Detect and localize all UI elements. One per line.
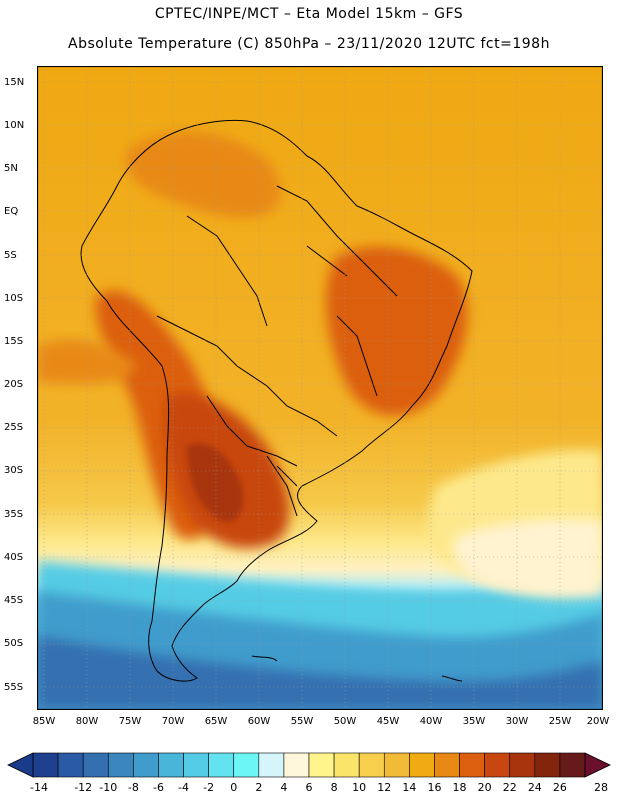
lon-label-55w: 55W — [290, 716, 314, 727]
colorbar-cell — [233, 752, 260, 778]
colorbar — [7, 752, 611, 778]
colorbar-label: -10 — [99, 781, 118, 794]
colorbar-cell — [308, 752, 335, 778]
colorbar-cell — [32, 752, 59, 778]
colorbar-max-arrow — [584, 752, 611, 778]
colorbar-label: -4 — [178, 781, 190, 794]
colorbar-cell — [383, 752, 410, 778]
colorbar-label: -8 — [127, 781, 139, 794]
cold-zone-deep-blue — [37, 636, 603, 710]
colorbar-cell — [534, 752, 561, 778]
lon-label-75w: 75W — [118, 716, 142, 727]
map-frame — [36, 65, 604, 711]
lat-label-10n: 10N — [4, 120, 25, 131]
colorbar-label: -14 — [30, 781, 48, 794]
colorbar-label: 10 — [352, 781, 367, 794]
pale-cream-zone — [453, 519, 603, 598]
lon-label-80w: 80W — [75, 716, 99, 727]
colorbar-label: 4 — [280, 781, 288, 794]
lat-label-55s: 55S — [4, 682, 24, 693]
lon-label-85w: 85W — [32, 716, 56, 727]
colorbar-label: 18 — [452, 781, 467, 794]
colorbar-label: 22 — [502, 781, 517, 794]
colorbar-cell — [82, 752, 109, 778]
colorbar-cell — [107, 752, 134, 778]
colorbar-cell — [57, 752, 84, 778]
lat-label-10s: 10S — [4, 293, 24, 304]
colorbar-cell — [434, 752, 460, 778]
hot-core — [187, 443, 244, 522]
temperature-map — [36, 65, 604, 711]
coastlines — [80, 119, 473, 682]
colorbar-label: 20 — [477, 781, 492, 794]
colorbar-label: 8 — [330, 781, 338, 794]
lat-label-45s: 45S — [4, 595, 24, 606]
lon-label-40w: 40W — [419, 716, 443, 727]
map-title-variable: Absolute Temperature (C) 850hPa – 23/11/… — [68, 36, 550, 52]
warm-pacific-tongue — [37, 339, 137, 384]
lat-label-40s: 40S — [4, 552, 24, 563]
lat-label-20s: 20S — [4, 379, 24, 390]
lat-lon-grid — [37, 66, 603, 710]
lat-label-30s: 30S — [4, 465, 24, 476]
colorbar-label: 28 — [594, 781, 608, 794]
hot-zone-brazil — [326, 246, 468, 416]
lon-label-65w: 65W — [204, 716, 228, 727]
lon-label-70w: 70W — [161, 716, 185, 727]
hot-zone-north — [125, 131, 281, 218]
colorbar-cell — [459, 752, 485, 778]
colorbar-cell — [158, 752, 184, 778]
lat-label-35s: 35S — [4, 509, 24, 520]
lat-label-5n: 5N — [4, 163, 18, 174]
colorbar-cell — [358, 752, 385, 778]
temperature-map-svg — [36, 65, 604, 711]
colorbar-cell — [333, 752, 360, 778]
lon-label-25w: 25W — [548, 716, 572, 727]
colorbar-label: 12 — [377, 781, 392, 794]
map-title-source: CPTEC/INPE/MCT – Eta Model 15km – GFS — [154, 6, 464, 22]
colorbar-cell — [183, 752, 209, 778]
lat-label-15n: 15N — [4, 77, 25, 88]
colorbar-label: -2 — [203, 781, 215, 794]
colorbar-label: 16 — [427, 781, 442, 794]
colorbar-min-arrow — [7, 752, 34, 778]
colorbar-label: -6 — [152, 781, 164, 794]
lon-label-60w: 60W — [247, 716, 271, 727]
colorbar-label: 14 — [402, 781, 417, 794]
lat-label-5s: 5S — [4, 250, 17, 261]
lat-label-15s: 15S — [4, 336, 24, 347]
lon-label-20w: 20W — [586, 716, 610, 727]
colorbar-cell — [208, 752, 235, 778]
lat-label-eq: EQ — [4, 206, 19, 217]
colorbar-cell — [559, 752, 586, 778]
colorbar-cell — [409, 752, 435, 778]
colorbar-cell — [283, 752, 310, 778]
lat-label-50s: 50S — [4, 638, 24, 649]
lon-label-30w: 30W — [505, 716, 529, 727]
colorbar-cell — [133, 752, 159, 778]
colorbar-label: 6 — [305, 781, 313, 794]
colorbar-label: 2 — [255, 781, 263, 794]
lon-label-45w: 45W — [376, 716, 400, 727]
colorbar-label: 24 — [527, 781, 542, 794]
colorbar-label: 0 — [230, 781, 238, 794]
colorbar-cell — [258, 752, 285, 778]
lat-label-25s: 25S — [4, 422, 24, 433]
colorbar-label: -12 — [74, 781, 93, 794]
colorbar-cell — [509, 752, 536, 778]
colorbar-label: 26 — [552, 781, 567, 794]
lon-label-35w: 35W — [462, 716, 486, 727]
lon-label-50w: 50W — [333, 716, 357, 727]
colorbar-cell — [484, 752, 511, 778]
